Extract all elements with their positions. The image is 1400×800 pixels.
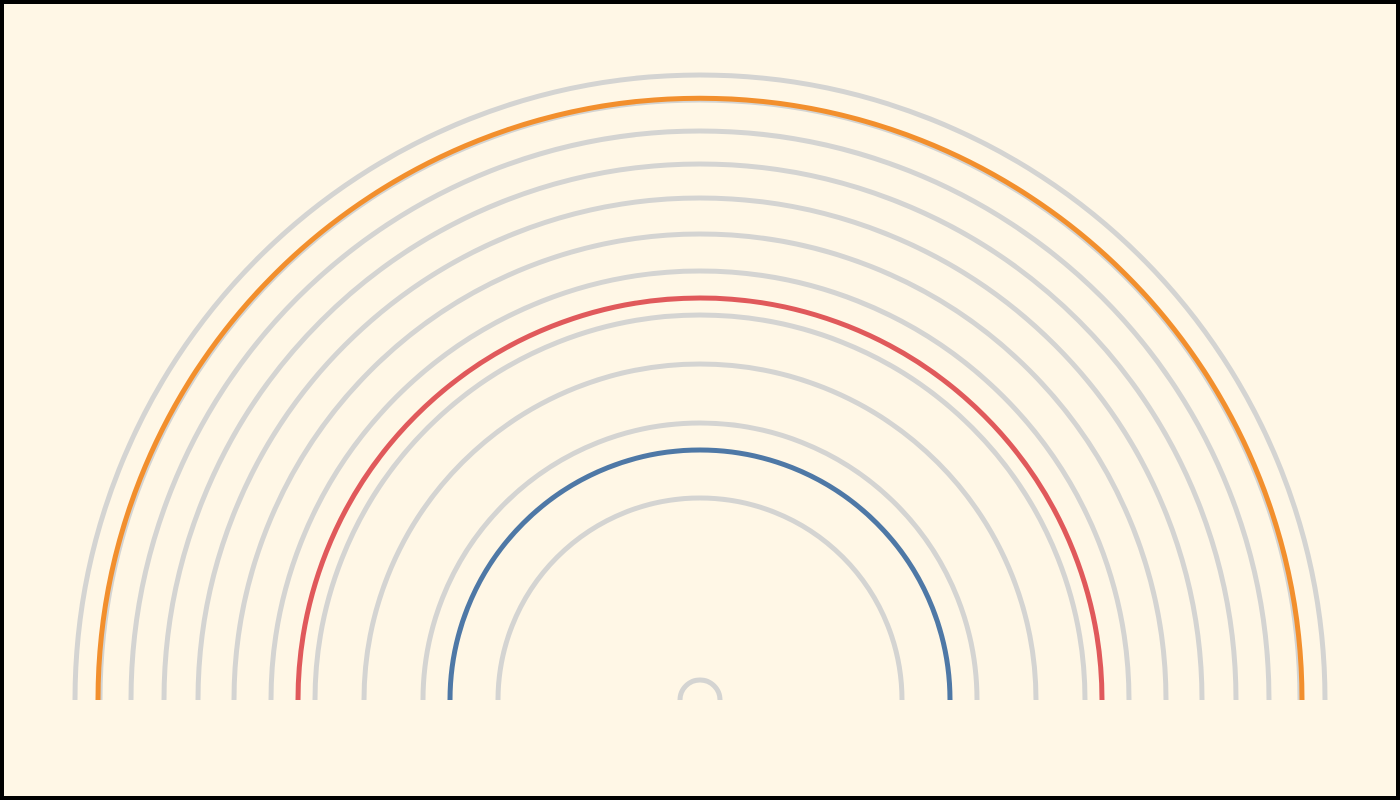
arc: [231, 231, 1169, 701]
arc: [128, 128, 1272, 701]
arc: [420, 420, 980, 701]
highlighted-arc: [447, 447, 953, 701]
arc: [495, 495, 905, 701]
highlighted-arc: [95, 95, 1305, 701]
arc: [161, 161, 1239, 701]
arc: [195, 195, 1205, 701]
arc: [677, 677, 723, 701]
chart-background: [4, 4, 1396, 796]
arc: [312, 312, 1088, 701]
radial-arc-chart: [4, 4, 1396, 796]
arc-series: [72, 72, 1328, 701]
arc: [268, 268, 1132, 701]
arc: [361, 361, 1039, 701]
arc: [72, 72, 1328, 701]
highlighted-arc: [295, 295, 1105, 701]
